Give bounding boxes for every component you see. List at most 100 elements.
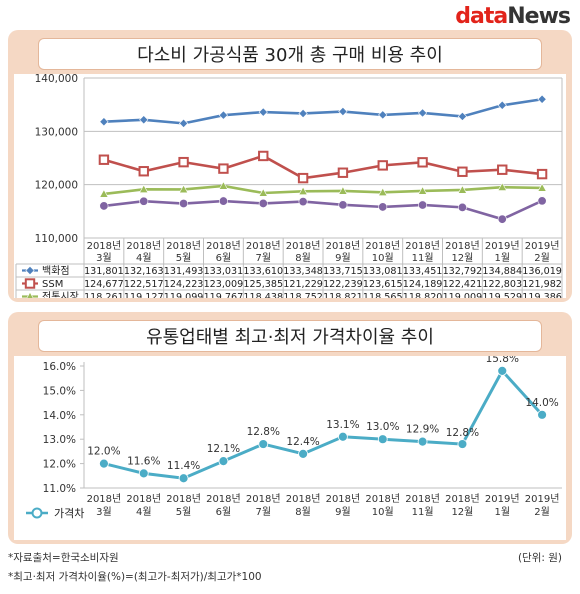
x-tick-label-year: 2018년 [166,240,201,252]
x-tick-label-month: 9월 [335,252,351,264]
x-tick-label-year: 2018년 [126,240,161,252]
data-point [297,172,309,184]
x-tick-label-year: 2018년 [445,493,480,505]
data-point [537,196,547,206]
data-point [457,166,468,177]
data-point [99,117,109,127]
x-tick-label-year: 2018년 [405,493,440,505]
x-tick-label-year: 2018년 [445,240,480,252]
data-label: 133,451 [403,266,443,277]
series-line-백화점 [103,97,543,125]
data-label: 118,261 [84,292,124,298]
y-tick-label: 13.0% [43,434,76,446]
y-tick-label: 15.0% [43,385,76,397]
data-point [378,202,388,212]
data-point [218,163,229,174]
series-line-가격차 [103,368,544,480]
data-point [338,106,348,117]
x-tick-label-month: 1월 [494,506,510,518]
x-tick-label-month: 4월 [136,252,152,264]
y-tick-label: 140,000 [35,74,78,85]
data-label: 119,767 [204,292,244,298]
data-label: 14.0% [525,397,558,409]
data-point [377,434,388,445]
top-chart-title: 다소비 가공식품 30개 총 구매 비용 추이 [137,45,443,66]
x-tick-label-month: 7월 [255,506,271,518]
data-point [98,154,110,165]
data-point [497,100,507,110]
data-point [418,200,428,210]
x-tick-label-month: 6월 [216,506,232,518]
data-point [497,214,507,224]
purchase-cost-line-chart: 110,000120,000130,000140,0002018년3월2018년… [15,73,563,317]
legend-label: 가격차 [54,507,84,520]
x-tick-label-year: 2018년 [326,493,361,505]
data-label: 131,801 [84,266,124,277]
x-tick-label-year: 2018년 [246,240,281,252]
data-label: 119,099 [164,292,204,298]
x-tick-label-month: 9월 [335,506,351,518]
data-point [138,166,149,177]
y-tick-label: 14.0% [43,410,76,422]
data-label: 118,820 [403,292,443,298]
data-label: 13.0% [366,421,399,433]
data-label: 134,884 [482,266,522,277]
data-label: 133,715 [323,266,363,277]
y-tick-label: 11.0% [43,483,76,495]
data-point [537,94,547,104]
data-label: 118,752 [283,292,323,298]
data-point [138,468,149,479]
data-point [457,439,468,449]
y-tick-label: 16.0% [43,361,76,373]
data-label: 136,019 [522,266,562,277]
data-label: 122,803 [482,279,522,290]
legend-label: 백화점 [42,265,70,277]
x-tick-label-year: 2018년 [87,493,122,505]
data-label: 132,792 [443,266,483,277]
top-chart-title-box: 다소비 가공식품 30개 총 구매 비용 추이 [38,38,542,70]
legend-label: SSM [42,279,63,290]
x-tick-label-month: 3월 [96,252,112,264]
formula-note: *최고·최저 가격차이율(%)=(최고가-최저가)/최고가*100 [8,571,262,583]
y-tick-label: 120,000 [35,180,78,192]
data-point [258,439,269,449]
x-tick-label-year: 2018년 [126,493,161,505]
x-tick-label-month: 5월 [176,506,192,518]
data-label: 119,127 [124,292,164,298]
x-tick-label-year: 2019년 [525,240,560,252]
data-label: 133,610 [243,266,283,277]
series-line-대형마트 [103,199,543,221]
data-label: 11.4% [167,460,200,472]
x-tick-label-year: 2019년 [525,493,560,505]
data-point [417,436,428,447]
data-label: 124,189 [403,279,443,290]
data-point [337,167,349,178]
data-label: 11.6% [127,455,160,467]
x-tick-label-year: 2018년 [286,493,321,505]
x-tick-label-year: 2018년 [87,240,122,252]
data-label: 119,009 [443,292,483,298]
data-point [497,365,508,376]
legend-swatch-marker [24,278,36,289]
data-label: 119,529 [482,292,522,298]
data-point [378,110,388,120]
data-label: 133,031 [204,266,244,277]
source-note: *자료출처=한국소비자원 [8,552,119,564]
data-point [457,111,468,122]
data-label: 12.8% [247,426,280,438]
data-point [178,156,189,168]
data-label: 125,385 [243,279,283,290]
x-tick-label-month: 11월 [412,506,434,518]
data-point [338,186,348,195]
data-label: 12.1% [207,443,240,455]
unit-note: (단위: 원) [517,552,562,564]
x-tick-label-month: 6월 [216,252,232,264]
data-label: 118,438 [243,292,283,298]
data-point [258,188,268,197]
data-label: 12.4% [286,436,319,448]
bottom-chart-title: 유통업태별 최고·최저 가격차이율 추이 [146,327,434,348]
data-label: 132,163 [124,266,164,277]
logo-part-news: News [507,4,571,29]
x-tick-label-year: 2018년 [246,493,281,505]
data-point [537,409,547,420]
